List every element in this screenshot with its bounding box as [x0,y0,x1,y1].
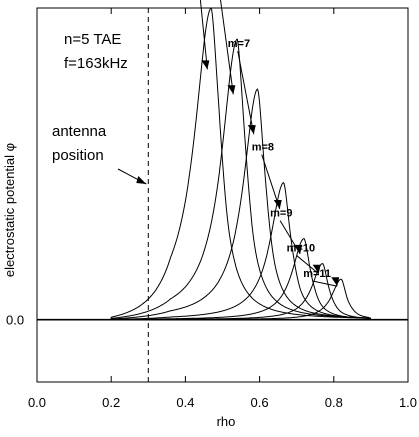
x-tick-label: 0.6 [251,395,269,410]
x-tick-label: 0.0 [28,395,46,410]
y-tick-label: 0.0 [6,313,24,328]
mode-arrowhead [227,85,236,95]
annotations: n=5 TAE f=163kHz antenna position [52,31,128,164]
series-line [92,88,371,321]
mode-arrowhead [331,277,340,287]
series-line [92,38,371,321]
plot-frame [36,7,409,383]
x-axis-title: rho [217,414,236,429]
mode-label: m=8 [252,142,274,154]
mode-info-line1: n=5 TAE [64,31,121,48]
mode-info-line2: f=163kHz [64,55,128,72]
mode-arrowhead [312,264,321,274]
y-axis-title: electrostatic potential φ [2,143,17,277]
series-line [92,278,371,321]
mode-arrowhead [273,199,282,209]
mode-arrowhead [201,60,210,70]
x-tick-label: 0.8 [325,395,343,410]
antenna-label-line1: antenna [52,123,107,140]
mode-arrowhead [247,125,256,135]
mode-arrow [313,280,338,287]
series-line [92,181,371,321]
antenna-arrowhead [136,176,147,184]
plot-area: 0.00.20.40.60.81.00.0m=5m=6m=7m=8m=9m=10… [6,0,417,410]
antenna-label-line2: position [52,147,104,164]
mode-label: m=7 [228,38,250,50]
mode-arrow [261,154,281,210]
x-tick-label: 0.4 [176,395,194,410]
mode-arrow [237,50,255,135]
mode-arrow [220,0,234,95]
mode-arrow [296,255,319,275]
mode-label: m=11 [303,268,331,280]
mode-label: m=10 [287,243,315,255]
x-tick-label: 0.2 [102,395,120,410]
mode-arrowhead [294,244,303,254]
mode-arrow [199,0,208,70]
x-tick-label: 1.0 [399,395,417,410]
mode-label: m=9 [270,208,292,220]
